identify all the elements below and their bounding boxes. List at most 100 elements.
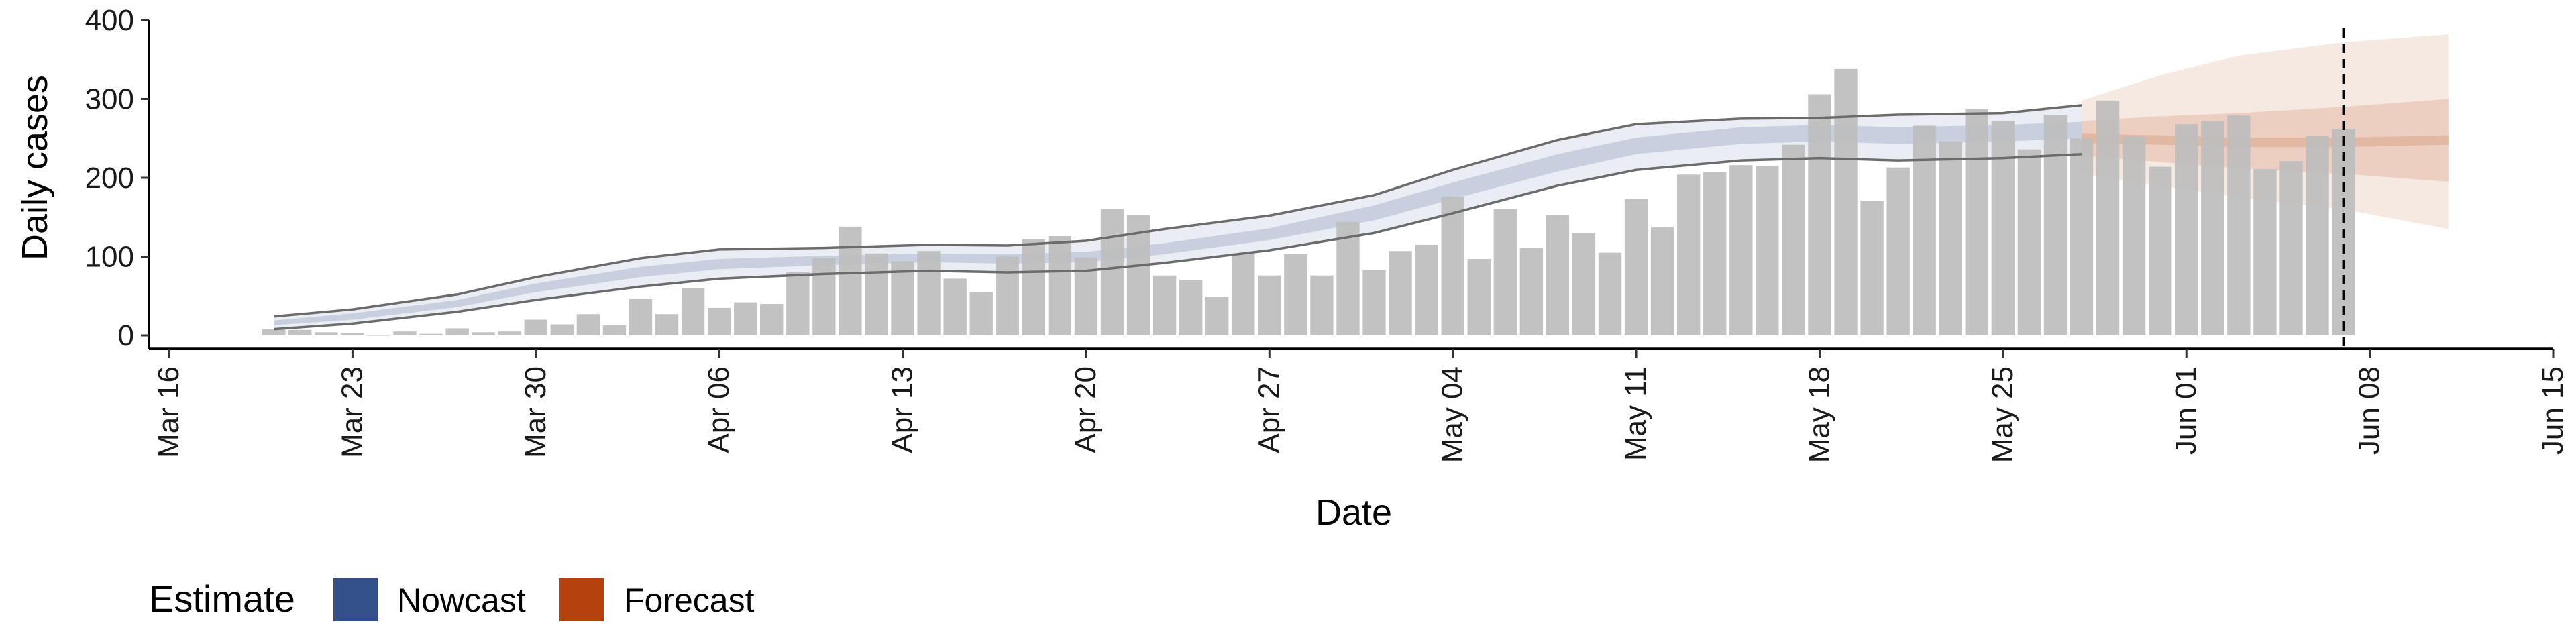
case-bar xyxy=(2306,136,2329,335)
case-bar xyxy=(655,314,679,335)
case-bar xyxy=(393,331,417,335)
case-bar xyxy=(1022,239,1045,335)
case-bar xyxy=(1441,197,1464,335)
case-bar xyxy=(1048,235,1072,335)
case-bar xyxy=(786,272,810,335)
case-bar xyxy=(1991,121,2015,335)
forecast-band-50 xyxy=(2082,99,2449,182)
y-axis-title: Daily cases xyxy=(15,75,55,260)
case-bar xyxy=(2122,136,2146,335)
y-axis: 0 100 200 300 400 xyxy=(85,4,149,352)
case-bar xyxy=(2043,115,2068,335)
case-bar xyxy=(1886,167,1910,335)
case-bar xyxy=(524,319,547,335)
case-bar xyxy=(1650,227,1674,335)
x-tick-label: Jun 01 xyxy=(2169,366,2202,455)
nowcast-interval-lines xyxy=(274,104,2082,331)
case-bar xyxy=(1624,199,1648,335)
case-bar xyxy=(2017,149,2041,335)
case-bar xyxy=(2253,169,2277,335)
legend-label-nowcast: Nowcast xyxy=(397,582,526,619)
case-bar xyxy=(445,328,469,335)
case-bar xyxy=(288,329,312,335)
legend-label-forecast: Forecast xyxy=(624,582,755,619)
case-bar xyxy=(891,261,914,335)
forecast-bands xyxy=(2081,34,2449,229)
case-bar xyxy=(1572,233,1596,335)
y-tick-label: 100 xyxy=(85,241,134,274)
case-bar xyxy=(760,304,784,335)
x-tick-label: Apr 27 xyxy=(1252,366,1285,453)
y-tick-label: 200 xyxy=(85,162,134,195)
case-bar xyxy=(1939,141,1962,335)
case-bar xyxy=(1362,270,1386,335)
case-bar xyxy=(1913,125,1936,335)
case-bar xyxy=(262,329,286,335)
case-bar xyxy=(1493,209,1517,335)
x-tick-label: Mar 23 xyxy=(335,366,368,458)
x-tick-label: Mar 16 xyxy=(152,366,185,458)
case-bar xyxy=(1389,251,1412,335)
case-bar xyxy=(707,307,731,335)
case-bar xyxy=(1519,248,1544,335)
case-bar xyxy=(1258,275,1281,335)
case-bar xyxy=(1232,253,1255,335)
case-bar xyxy=(996,256,1019,335)
case-bar xyxy=(419,333,443,335)
case-bar xyxy=(1336,221,1360,335)
case-bar xyxy=(865,253,888,335)
case-bar xyxy=(602,325,627,335)
case-bar xyxy=(2175,124,2198,335)
legend-key-forecast xyxy=(559,578,604,621)
x-tick-label: Apr 06 xyxy=(702,366,735,453)
case-bar xyxy=(839,226,862,335)
case-bar xyxy=(1415,244,1438,335)
case-bar xyxy=(1756,166,1779,335)
case-bar xyxy=(550,324,574,335)
case-bar xyxy=(1310,275,1334,335)
case-bar xyxy=(472,332,495,335)
case-bar xyxy=(2096,100,2120,335)
nowcast-bands xyxy=(274,105,2082,329)
case-bar xyxy=(1729,165,1753,335)
case-bar xyxy=(2279,161,2303,335)
case-bar xyxy=(2070,138,2094,335)
case-bar xyxy=(367,335,390,336)
case-bar xyxy=(1100,209,1124,335)
nowcast-band-90 xyxy=(274,105,2082,329)
nowcast-band-50 xyxy=(274,121,2082,325)
x-tick-label: Jun 08 xyxy=(2353,366,2386,455)
case-bar xyxy=(681,288,705,335)
x-tick-label: Jun 15 xyxy=(2536,366,2569,455)
case-bar xyxy=(1467,259,1491,335)
case-bar xyxy=(1598,252,1622,335)
case-bar xyxy=(1284,254,1307,335)
y-tick-label: 400 xyxy=(85,4,134,37)
x-tick-label: Mar 30 xyxy=(519,366,552,458)
case-bar xyxy=(1860,201,1884,335)
legend: Estimate Nowcast Forecast xyxy=(149,578,755,621)
y-tick-label: 300 xyxy=(85,83,134,116)
x-tick-label: Apr 20 xyxy=(1069,366,1102,453)
x-tick-label: May 18 xyxy=(1803,366,1835,463)
case-bar xyxy=(1205,297,1229,335)
case-bar xyxy=(943,278,967,335)
case-bar xyxy=(1808,94,1831,335)
case-bar xyxy=(341,333,364,335)
case-bar xyxy=(315,332,338,335)
case-bar xyxy=(1546,215,1570,335)
legend-title: Estimate xyxy=(149,578,295,620)
case-bar xyxy=(1782,144,1805,335)
forecast-band-90 xyxy=(2082,34,2449,229)
case-bar xyxy=(1152,275,1177,335)
case-bar xyxy=(1179,280,1203,335)
x-tick-label: May 04 xyxy=(1436,366,1469,463)
case-bar xyxy=(2201,121,2224,335)
case-bar xyxy=(1834,68,1858,335)
nowcast-lower-line xyxy=(274,153,2082,331)
case-bar xyxy=(498,331,521,335)
case-bar xyxy=(2227,115,2251,336)
case-bar xyxy=(1703,172,1727,335)
nowcast-upper-line xyxy=(274,104,2082,318)
